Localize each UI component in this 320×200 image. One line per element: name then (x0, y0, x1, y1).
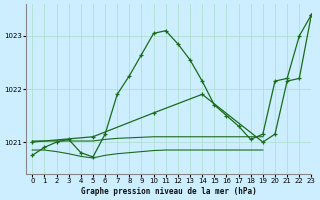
X-axis label: Graphe pression niveau de la mer (hPa): Graphe pression niveau de la mer (hPa) (81, 187, 257, 196)
